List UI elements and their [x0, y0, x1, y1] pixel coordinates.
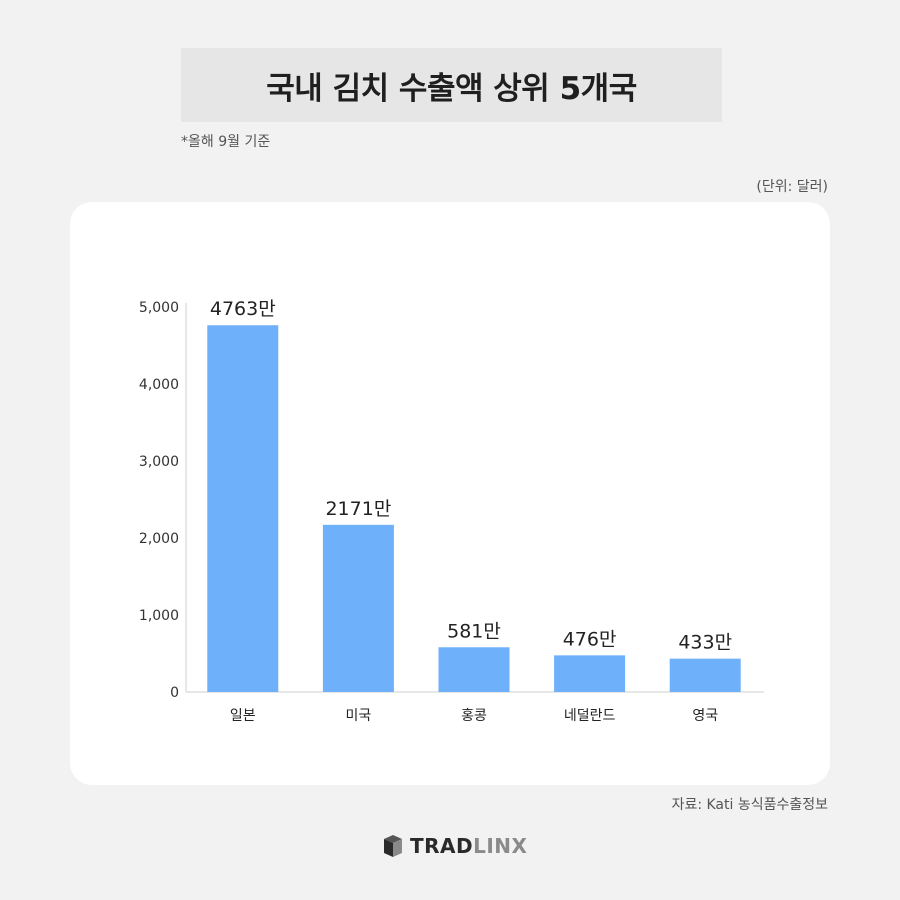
source-note: 자료: Kati 농식품수출정보	[671, 797, 828, 813]
footnote: *올해 9월 기준	[181, 134, 271, 150]
data-label: 2171만	[325, 498, 391, 520]
y-tick-label: 1,000	[139, 608, 179, 624]
y-tick-label: 4,000	[139, 377, 179, 393]
logo-text-part1: TRAD	[410, 834, 474, 858]
bar	[207, 325, 279, 692]
data-label: 4763만	[210, 298, 276, 320]
bar	[322, 524, 394, 692]
data-label: 433만	[678, 632, 732, 654]
data-label: 581만	[447, 620, 501, 642]
x-tick-label: 미국	[346, 708, 372, 724]
x-tick-label: 홍콩	[461, 708, 487, 724]
logo-text: TRADLINX	[410, 834, 527, 858]
data-label: 476만	[563, 628, 617, 650]
x-tick-label: 네덜란드	[564, 708, 616, 724]
x-tick-label: 영국	[692, 708, 718, 724]
logo-text-part2: LINX	[473, 834, 528, 858]
bar	[669, 658, 741, 692]
y-tick-label: 0	[170, 685, 179, 701]
y-tick-label: 5,000	[139, 300, 179, 316]
bar	[554, 655, 626, 692]
unit-label: (단위: 달러)	[756, 179, 828, 195]
bar	[438, 647, 510, 692]
logo-icon	[384, 835, 402, 857]
page-title: 국내 김치 수출액 상위 5개국	[266, 70, 637, 107]
y-tick-label: 3,000	[139, 454, 179, 470]
brand-logo: TRADLINX	[382, 834, 527, 858]
x-tick-label: 일본	[230, 708, 256, 724]
title-box: 국내 김치 수출액 상위 5개국	[181, 48, 722, 122]
y-tick-label: 2,000	[139, 531, 179, 547]
